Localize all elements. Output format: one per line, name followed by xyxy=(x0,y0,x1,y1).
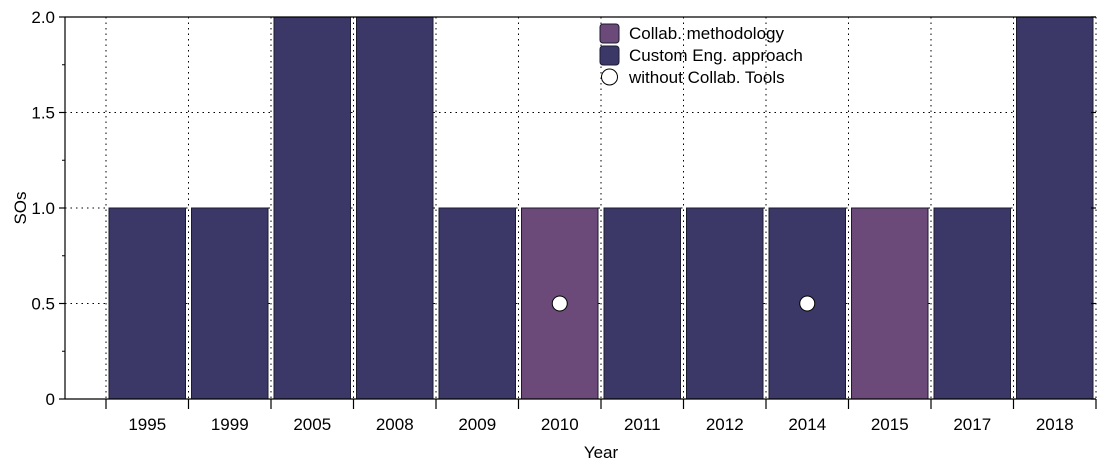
y-tick-label: 0 xyxy=(46,390,55,409)
x-tick-label: 2011 xyxy=(624,415,661,434)
markers xyxy=(551,295,816,312)
x-tick-label: 1999 xyxy=(211,415,249,434)
x-tick-label: 2014 xyxy=(788,415,826,434)
x-tick-label: 1995 xyxy=(128,415,166,434)
bar-2008 xyxy=(356,16,434,400)
legend-label: Custom Eng. approach xyxy=(629,46,803,65)
x-tick-label: 2017 xyxy=(953,415,991,434)
x-tick-label: 2009 xyxy=(458,415,496,434)
x-tick-label: 2008 xyxy=(376,415,414,434)
y-tick-label: 2.0 xyxy=(31,8,55,27)
bar-2011 xyxy=(603,207,681,400)
axes xyxy=(59,16,1097,409)
x-tick-label: 2015 xyxy=(871,415,909,434)
marker-2010 xyxy=(551,295,568,312)
bar-2009 xyxy=(438,207,516,400)
tick-labels: 0 0.5 1.0 1.5 2.0 1995 1999 2005 2008 2009 2010 201… xyxy=(31,8,1073,434)
legend: Collab. methodology Custom Eng. approach w… xyxy=(599,23,803,87)
bar-1999 xyxy=(191,207,269,400)
y-tick-label: 0.5 xyxy=(31,295,55,314)
legend-marker xyxy=(601,68,618,86)
x-tick-label: 2012 xyxy=(706,415,744,434)
bar-2018 xyxy=(1016,16,1094,400)
legend-label: Collab. methodology xyxy=(629,24,784,43)
y-tick-label: 1.0 xyxy=(31,199,55,218)
legend-swatch xyxy=(599,45,620,66)
legend-label: without Collab. Tools xyxy=(628,68,785,87)
x-tick-label: 2005 xyxy=(293,415,331,434)
y-axis-title: SOs xyxy=(11,191,30,224)
bar-2017 xyxy=(933,207,1011,400)
x-tick-label: 2010 xyxy=(541,415,579,434)
bar-1995 xyxy=(108,207,186,400)
x-tick-label: 2018 xyxy=(1036,415,1074,434)
legend-swatch xyxy=(599,23,620,44)
marker-2014 xyxy=(799,295,816,312)
y-tick-label: 1.5 xyxy=(31,104,55,123)
x-axis-title: Year xyxy=(584,443,619,462)
bar-2015 xyxy=(851,207,929,400)
bar-2012 xyxy=(686,207,764,400)
bar-2005 xyxy=(273,16,351,400)
